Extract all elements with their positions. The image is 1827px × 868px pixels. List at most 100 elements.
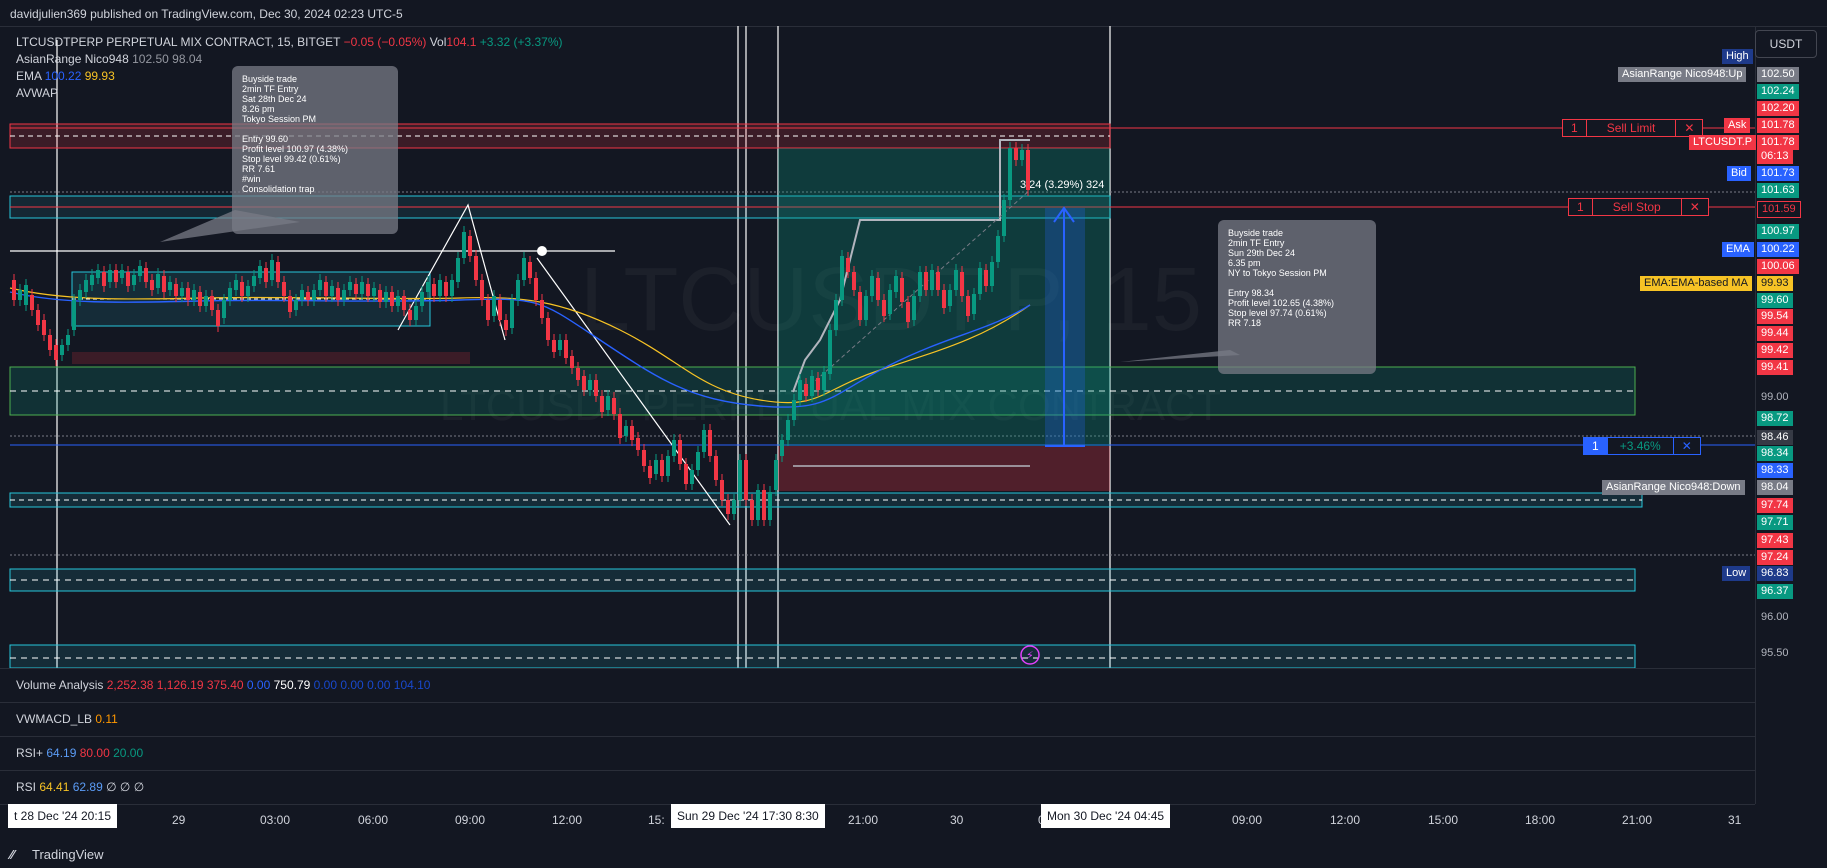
candle-body — [258, 266, 262, 278]
candle-body — [318, 280, 322, 290]
candle-body — [822, 372, 826, 390]
time-label: 18:00 — [1525, 813, 1556, 827]
time-axis[interactable]: 29 03:00 06:00 09:00 12:00 15: 21:00 30 … — [0, 804, 1755, 831]
time-label: 06:00 — [358, 813, 389, 827]
candle-body — [924, 272, 928, 290]
candle-body — [276, 262, 280, 282]
price-label: 95.50 — [1761, 647, 1789, 659]
price-label: 101.63 — [1757, 183, 1799, 198]
tradingview-logo-icon[interactable]: ⁄⁄ — [10, 847, 15, 862]
candle-body — [444, 282, 448, 296]
time-label: 30 — [950, 813, 964, 827]
sell-limit-order[interactable]: 1 Sell Limit ✕ — [1562, 119, 1704, 137]
trade-note-2[interactable]: Buyside trade 2min TF Entry Sun 29th Dec… — [1218, 220, 1376, 374]
candle-body — [414, 306, 418, 320]
rsi-v3: ∅ — [106, 780, 117, 794]
close-icon[interactable]: ✕ — [1689, 200, 1700, 214]
price-label: 98.72 — [1757, 411, 1793, 426]
candle-body — [906, 302, 910, 322]
candle-body — [162, 276, 166, 292]
asianrange-legend[interactable]: AsianRange Nico948 102.50 98.04 — [16, 51, 563, 68]
price-label: 97.24 — [1757, 550, 1793, 565]
price-axis[interactable] — [1755, 26, 1827, 804]
candle-body — [396, 296, 400, 306]
time-marker-2[interactable]: Sun 29 Dec '24 17:30 8:30 — [671, 804, 825, 828]
position-order[interactable]: 1 +3.46% ✕ — [1583, 437, 1701, 455]
ema-legend[interactable]: EMA 100.22 99.93 — [16, 68, 563, 85]
candle-body — [420, 292, 424, 306]
candle-body — [492, 296, 496, 316]
watermark-description: LTCUSDT PERPETUAL MIX CONTRACT — [440, 382, 1221, 429]
candle-body — [210, 296, 214, 310]
avwap-legend[interactable]: AVWAP — [16, 85, 563, 102]
asianrange-v2: 98.04 — [172, 52, 203, 66]
currency-selector[interactable]: USDT — [1755, 30, 1817, 58]
candle-body — [738, 460, 742, 500]
candle-body — [270, 260, 274, 280]
price-label: 96.37 — [1757, 584, 1793, 599]
trade-note-1[interactable]: Buyside trade 2min TF Entry Sat 28th Dec… — [232, 66, 398, 234]
price-label: 06:13 — [1757, 149, 1793, 164]
candle-body — [84, 280, 88, 292]
candle-body — [810, 376, 814, 396]
price-label: 97.43 — [1757, 533, 1793, 548]
tradingview-logo-text[interactable]: TradingView — [32, 847, 104, 862]
candle-body — [762, 490, 766, 520]
candle-body — [864, 296, 868, 320]
candle-body — [978, 268, 982, 294]
candle-body — [594, 380, 598, 396]
volume-v6: 0.00 — [313, 678, 338, 692]
volume-v8: 0.00 — [367, 678, 391, 692]
rsiplus-legend[interactable]: RSI+ 64.19 80.00 20.00 — [16, 746, 143, 760]
candle-body — [912, 296, 916, 320]
candle-body — [552, 340, 556, 352]
candle-body — [198, 292, 202, 306]
candle-body — [24, 285, 28, 305]
candle-body — [90, 275, 94, 285]
symbol-legend[interactable]: LTCUSDTPERP PERPETUAL MIX CONTRACT, 15, … — [16, 34, 563, 51]
vol-value: 104.1 — [446, 35, 477, 49]
candle-body — [408, 310, 412, 320]
close-icon[interactable]: ✕ — [1684, 121, 1695, 135]
vwmacd-legend[interactable]: VWMACD_LB 0.11 — [16, 712, 118, 726]
volume-analysis-legend[interactable]: Volume Analysis 2,252.38 1,126.19 375.40… — [16, 678, 430, 692]
candle-body — [612, 398, 616, 414]
rsi-legend[interactable]: RSI 64.41 62.89 ∅ ∅ ∅ — [16, 780, 144, 794]
candle-body — [216, 310, 220, 326]
candle-body — [48, 335, 52, 350]
time-label: 15: — [648, 813, 665, 827]
price-chart[interactable]: LTCUSDT.P, 15 LTCUSDT PERPETUAL MIX CONT… — [0, 26, 1755, 668]
candle-body — [294, 300, 298, 310]
price-label: 99.54 — [1757, 309, 1793, 324]
candle-body — [186, 288, 190, 300]
candle-body — [702, 430, 706, 452]
candle-body — [312, 290, 316, 300]
publish-info: davidjulien369 published on TradingView.… — [10, 7, 403, 21]
candle-body — [654, 460, 658, 474]
price-label: LTCUSDT.P — [1689, 135, 1757, 150]
candle-body — [690, 470, 694, 484]
candle-body — [546, 318, 550, 340]
vol-change: +3.32 (+3.37%) — [479, 35, 563, 49]
candle-body — [852, 272, 856, 290]
candle-body — [984, 270, 988, 286]
close-icon[interactable]: ✕ — [1681, 439, 1692, 453]
candle-body — [450, 280, 454, 296]
time-label: 12:00 — [552, 813, 583, 827]
candle-body — [372, 288, 376, 296]
candle-body — [486, 300, 490, 320]
time-marker-1[interactable]: t 28 Dec '24 20:15 — [8, 804, 118, 828]
candle-body — [876, 278, 880, 300]
rsiplus-name: RSI+ — [16, 746, 44, 760]
sell-stop-order[interactable]: 1 Sell Stop ✕ — [1568, 198, 1709, 216]
candle-body — [156, 274, 160, 288]
time-marker-3[interactable]: Mon 30 Dec '24 04:45 — [1041, 804, 1171, 828]
candle-body — [858, 292, 862, 320]
position-qty: 1 — [1584, 438, 1608, 454]
candle-body — [774, 460, 778, 490]
price-label: 99.42 — [1757, 343, 1793, 358]
candle-body — [144, 268, 148, 282]
candle-body — [558, 340, 562, 350]
rsi-v2: 62.89 — [72, 780, 103, 794]
candle-body — [72, 300, 76, 330]
